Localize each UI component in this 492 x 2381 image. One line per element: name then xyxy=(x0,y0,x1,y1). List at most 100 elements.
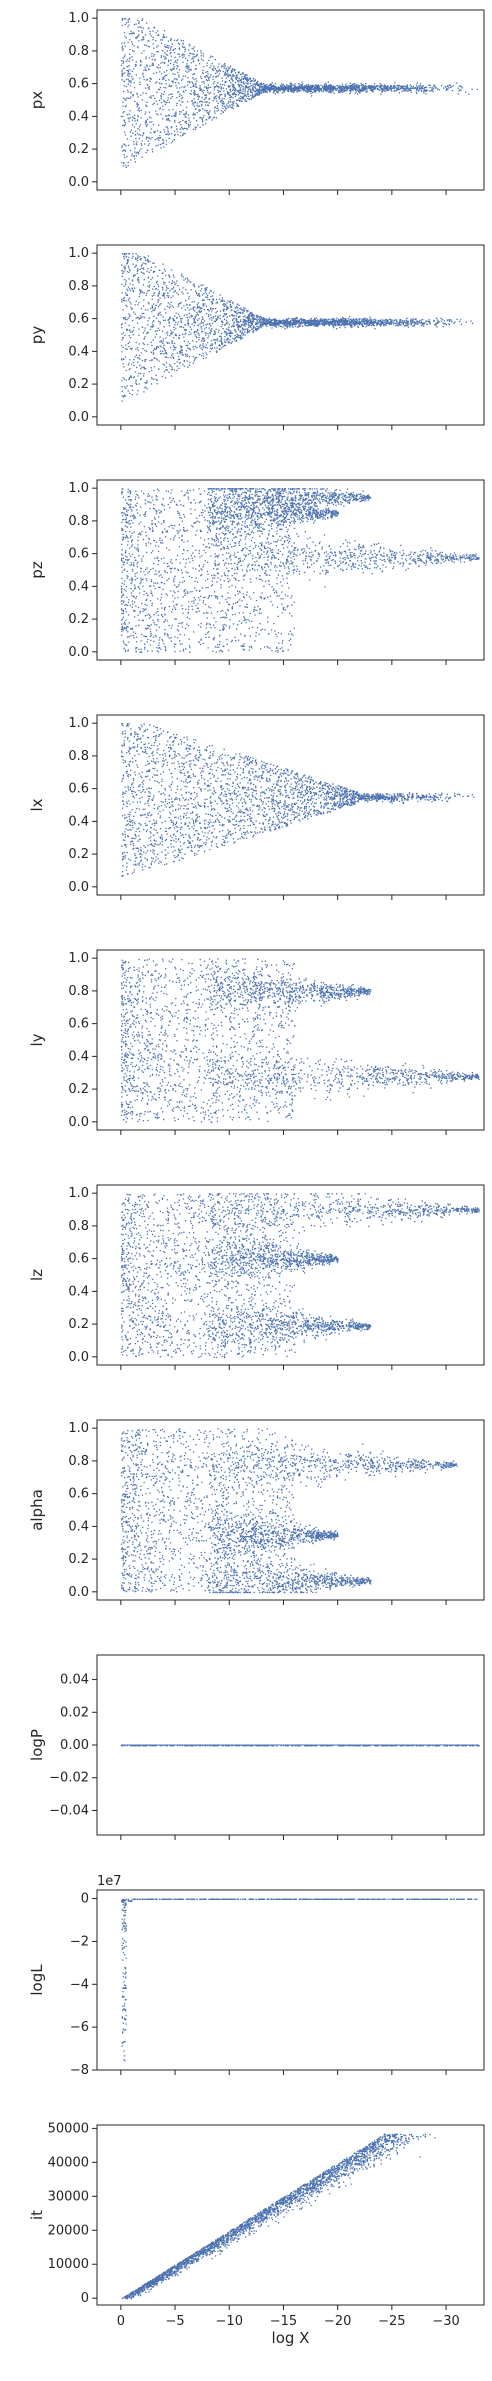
data-point xyxy=(130,348,131,349)
data-point xyxy=(140,290,141,291)
data-point xyxy=(191,315,192,316)
data-point xyxy=(429,319,430,320)
data-point xyxy=(179,289,180,290)
data-point xyxy=(437,319,438,320)
data-point xyxy=(166,333,167,334)
data-point xyxy=(401,322,402,323)
data-point xyxy=(245,320,246,321)
data-point xyxy=(268,85,269,86)
data-point xyxy=(182,287,183,288)
data-point xyxy=(134,24,135,25)
data-point xyxy=(286,85,287,86)
data-point xyxy=(129,288,130,289)
data-point xyxy=(188,120,189,121)
data-point xyxy=(236,94,237,95)
data-point xyxy=(169,325,170,326)
data-point xyxy=(170,98,171,99)
data-point xyxy=(146,295,147,296)
data-point xyxy=(249,98,250,99)
data-point xyxy=(203,355,204,356)
data-point xyxy=(345,89,346,90)
data-point xyxy=(148,302,149,303)
data-point xyxy=(163,338,164,339)
data-point xyxy=(237,304,238,305)
data-point xyxy=(373,319,374,320)
data-point xyxy=(282,327,283,328)
data-point xyxy=(191,58,192,59)
data-point xyxy=(189,313,190,314)
data-point xyxy=(213,66,214,67)
data-point xyxy=(242,93,243,94)
data-point xyxy=(190,282,191,283)
data-point xyxy=(125,322,126,323)
data-point xyxy=(230,101,231,102)
data-point xyxy=(168,61,169,62)
data-point xyxy=(122,253,123,254)
data-point xyxy=(130,31,131,32)
data-point xyxy=(183,92,184,93)
data-point xyxy=(198,318,199,319)
data-point xyxy=(192,83,193,84)
data-point xyxy=(250,319,251,320)
data-point xyxy=(224,68,225,69)
data-point xyxy=(155,139,156,140)
data-point xyxy=(136,380,137,381)
data-point xyxy=(168,94,169,95)
data-point xyxy=(157,130,158,131)
data-point xyxy=(177,54,178,55)
data-point xyxy=(169,282,170,283)
data-point xyxy=(121,43,122,44)
data-point xyxy=(172,73,173,74)
data-point xyxy=(167,100,168,101)
data-point xyxy=(248,327,249,328)
data-point xyxy=(154,271,155,272)
data-point xyxy=(396,319,397,320)
data-point xyxy=(242,337,243,338)
data-point xyxy=(196,81,197,82)
data-point xyxy=(310,88,311,89)
data-point xyxy=(239,337,240,338)
data-point xyxy=(406,320,407,321)
data-point xyxy=(159,83,160,84)
data-point xyxy=(423,91,424,92)
data-point xyxy=(206,95,207,96)
data-point xyxy=(171,332,172,333)
data-point xyxy=(209,102,210,103)
data-point xyxy=(365,83,366,84)
data-point xyxy=(292,327,293,328)
data-point xyxy=(138,30,139,31)
data-point xyxy=(194,73,195,74)
data-point xyxy=(137,347,138,348)
data-point xyxy=(195,346,196,347)
data-point xyxy=(148,261,149,262)
data-point xyxy=(139,383,140,384)
data-point xyxy=(192,77,193,78)
data-point xyxy=(123,317,124,318)
data-point xyxy=(307,92,308,93)
data-point xyxy=(394,82,395,83)
data-point xyxy=(194,325,195,326)
data-point xyxy=(194,106,195,107)
data-point xyxy=(207,295,208,296)
data-point xyxy=(154,310,155,311)
data-point xyxy=(136,23,137,24)
data-point xyxy=(215,68,216,69)
data-point xyxy=(196,337,197,338)
data-point xyxy=(213,100,214,101)
data-point xyxy=(238,335,239,336)
data-point xyxy=(129,61,130,62)
data-point xyxy=(215,342,216,343)
data-point xyxy=(177,324,178,325)
data-point xyxy=(133,141,134,142)
data-point xyxy=(127,271,128,272)
data-point xyxy=(162,39,163,40)
data-point xyxy=(128,343,129,344)
data-point xyxy=(170,60,171,61)
data-point xyxy=(179,111,180,112)
data-point xyxy=(247,330,248,331)
data-point xyxy=(221,326,222,327)
data-point xyxy=(338,320,339,321)
data-point xyxy=(130,303,131,304)
data-point xyxy=(162,295,163,296)
data-point xyxy=(133,45,134,46)
